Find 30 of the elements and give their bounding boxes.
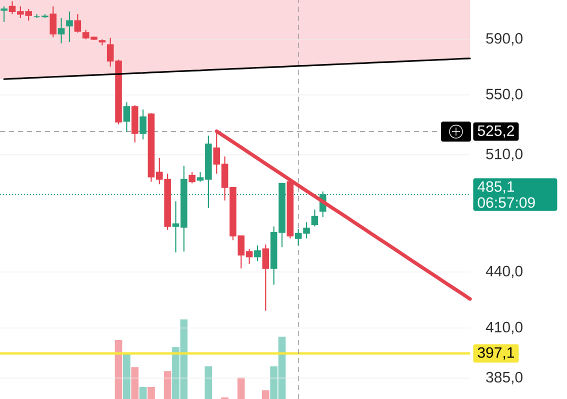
candlestick bbox=[140, 108, 146, 140]
bar bbox=[204, 366, 212, 399]
ref-line-label: 397,1 bbox=[478, 347, 514, 360]
y-tick-label: 410,0 bbox=[486, 322, 522, 334]
candlestick bbox=[58, 17, 65, 44]
candlestick bbox=[262, 244, 270, 312]
candlestick bbox=[188, 172, 196, 184]
bar bbox=[148, 387, 155, 399]
bar bbox=[262, 390, 270, 399]
candlestick bbox=[0, 6, 8, 22]
y-tick-label: 510,0 bbox=[486, 148, 522, 162]
bar bbox=[164, 371, 172, 399]
bar bbox=[139, 387, 147, 399]
bar bbox=[237, 377, 245, 399]
y-tick-label: 440,0 bbox=[486, 266, 522, 278]
candlestick bbox=[123, 102, 130, 132]
candlestick bbox=[311, 209, 318, 227]
line-series bbox=[3, 58, 471, 80]
text: 06:57:09 bbox=[478, 197, 535, 208]
y-tick-label: 550,0 bbox=[486, 88, 522, 102]
y-tick-label: 385,0 bbox=[486, 372, 522, 384]
ref-line-label: 485,1 bbox=[478, 181, 514, 194]
bar bbox=[131, 367, 139, 399]
candlestick bbox=[33, 14, 40, 19]
candlestick bbox=[74, 14, 82, 34]
candlestick bbox=[254, 244, 261, 262]
y-tick-label: 590,0 bbox=[486, 33, 522, 46]
ref-line-label: 525,2 bbox=[478, 125, 514, 138]
candlestick bbox=[66, 10, 73, 43]
candlestick bbox=[50, 6, 57, 38]
